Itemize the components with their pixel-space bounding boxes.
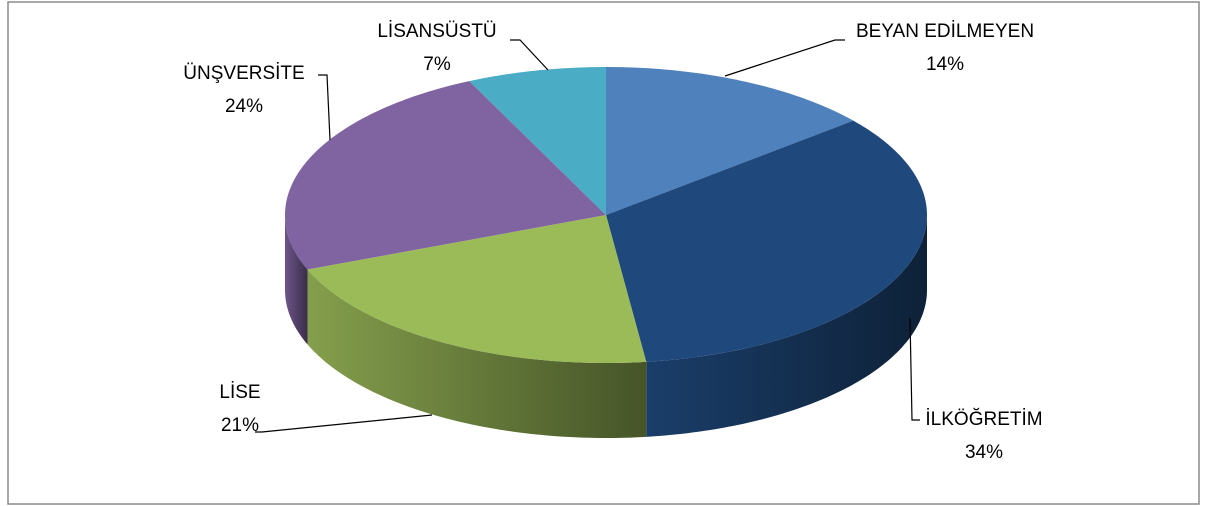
pie-slice (606, 67, 854, 215)
slice-label: BEYAN EDİLMEYEN (856, 21, 1034, 42)
leader-line (510, 39, 549, 71)
leader-line (318, 74, 331, 141)
leader-line (255, 414, 433, 433)
pie-slice (469, 67, 606, 215)
pie-slice-side (646, 215, 927, 437)
slice-value-label: 24% (225, 96, 263, 117)
leader-line (909, 317, 920, 421)
slice-label: LİSE (219, 382, 260, 403)
slice-label: LİSANSÜSTÜ (377, 21, 496, 42)
slice-label: İLKÖĞRETİM (925, 408, 1042, 430)
leader-line (724, 39, 845, 77)
slice-value-label: 21% (221, 415, 259, 436)
pie-slice-side (285, 215, 308, 345)
pie-slice (606, 120, 927, 362)
pie-slice (285, 81, 606, 270)
slice-value-label: 14% (926, 54, 964, 75)
slice-value-label: 7% (423, 54, 451, 75)
pie-slice-side (307, 269, 647, 438)
slice-label: ÜNŞVERSİTE (183, 63, 304, 84)
slice-value-label: 34% (965, 442, 1003, 463)
pie-slice (307, 215, 647, 363)
